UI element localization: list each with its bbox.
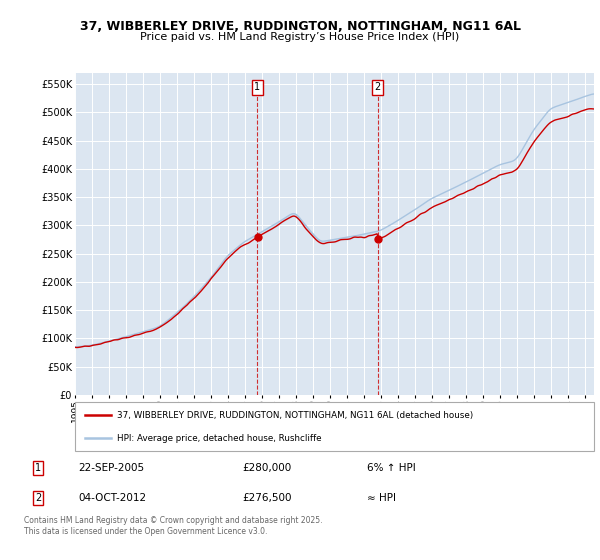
Text: £276,500: £276,500 [242,493,292,503]
Text: 2: 2 [374,82,380,92]
Text: 2: 2 [35,493,41,503]
Text: 04-OCT-2012: 04-OCT-2012 [78,493,146,503]
Text: 1: 1 [254,82,260,92]
Text: 37, WIBBERLEY DRIVE, RUDDINGTON, NOTTINGHAM, NG11 6AL (detached house): 37, WIBBERLEY DRIVE, RUDDINGTON, NOTTING… [116,411,473,420]
Text: Contains HM Land Registry data © Crown copyright and database right 2025.
This d: Contains HM Land Registry data © Crown c… [24,516,323,536]
Text: 22-SEP-2005: 22-SEP-2005 [78,463,144,473]
Text: 6% ↑ HPI: 6% ↑ HPI [367,463,416,473]
Text: Price paid vs. HM Land Registry’s House Price Index (HPI): Price paid vs. HM Land Registry’s House … [140,32,460,43]
Text: 37, WIBBERLEY DRIVE, RUDDINGTON, NOTTINGHAM, NG11 6AL: 37, WIBBERLEY DRIVE, RUDDINGTON, NOTTING… [79,20,521,32]
Text: 1: 1 [35,463,41,473]
FancyBboxPatch shape [75,402,594,451]
Text: ≈ HPI: ≈ HPI [367,493,396,503]
Text: HPI: Average price, detached house, Rushcliffe: HPI: Average price, detached house, Rush… [116,434,321,443]
Text: £280,000: £280,000 [242,463,292,473]
